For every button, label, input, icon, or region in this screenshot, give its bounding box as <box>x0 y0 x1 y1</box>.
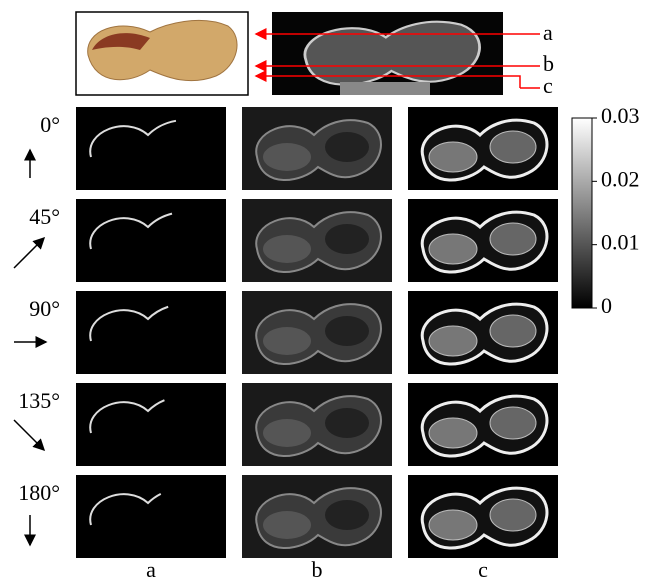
angle-label: 90° <box>29 296 60 321</box>
kernel <box>429 418 477 448</box>
angle-label: 135° <box>18 388 60 413</box>
reconstruction-panel <box>242 475 392 558</box>
angle-label: 45° <box>29 204 60 229</box>
kernel <box>263 419 311 447</box>
reconstruction-panel <box>408 107 558 190</box>
kernel <box>490 223 536 255</box>
angle-label: 180° <box>18 480 60 505</box>
reconstruction-panel <box>408 291 558 374</box>
kernel <box>263 235 311 263</box>
reconstruction-panel <box>408 199 558 282</box>
panel-background <box>76 199 226 282</box>
reconstruction-panel <box>76 107 226 190</box>
reconstruction-panel <box>76 291 226 374</box>
kernel <box>263 327 311 355</box>
kernel <box>325 408 369 438</box>
colorbar-tick-label: 0.03 <box>601 103 640 128</box>
slice-label: c <box>543 73 553 98</box>
xray-image <box>272 12 503 95</box>
peanut-photo <box>76 12 248 95</box>
kernel <box>490 499 536 531</box>
panel-background <box>76 291 226 374</box>
reconstruction-panel <box>76 199 226 282</box>
figure: a b c 0°45°90°135°180°abc00.010.020.03 <box>0 0 654 581</box>
reconstruction-panel <box>76 475 226 558</box>
reconstruction-panel <box>408 475 558 558</box>
reconstruction-panel <box>242 383 392 466</box>
kernel <box>263 143 311 171</box>
panel-background <box>76 107 226 190</box>
kernel <box>429 510 477 540</box>
colorbar <box>572 118 592 308</box>
column-label: b <box>312 557 323 581</box>
kernel <box>429 326 477 356</box>
reconstruction-panel <box>242 291 392 374</box>
angle-label: 0° <box>40 112 60 137</box>
kernel <box>429 234 477 264</box>
slice-label: a <box>543 20 553 45</box>
kernel <box>325 224 369 254</box>
reconstruction-panel <box>76 383 226 466</box>
colorbar-tick-label: 0 <box>601 293 612 318</box>
reconstruction-panel <box>242 107 392 190</box>
kernel <box>490 315 536 347</box>
kernel <box>263 511 311 539</box>
reconstruction-panel <box>408 383 558 466</box>
kernel <box>325 316 369 346</box>
reconstruction-panel <box>242 199 392 282</box>
kernel <box>325 500 369 530</box>
colorbar-tick-label: 0.02 <box>601 166 640 191</box>
colorbar-tick-label: 0.01 <box>601 230 640 255</box>
kernel <box>490 131 536 163</box>
kernel <box>490 407 536 439</box>
column-label: c <box>478 557 488 581</box>
kernel <box>325 132 369 162</box>
column-label: a <box>146 557 156 581</box>
kernel <box>429 142 477 172</box>
panel-background <box>76 475 226 558</box>
panel-background <box>76 383 226 466</box>
